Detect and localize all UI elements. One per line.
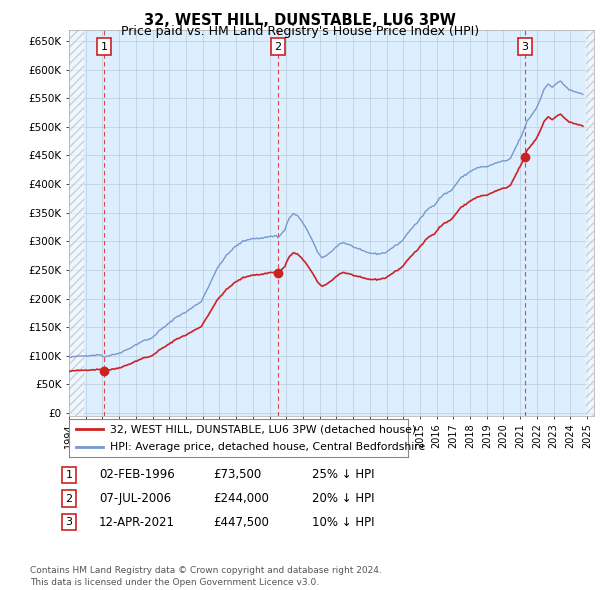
Text: 3: 3 [65,517,73,527]
Text: 12-APR-2021: 12-APR-2021 [99,516,175,529]
Text: 02-FEB-1996: 02-FEB-1996 [99,468,175,481]
Text: Price paid vs. HM Land Registry's House Price Index (HPI): Price paid vs. HM Land Registry's House … [121,25,479,38]
Text: 2: 2 [275,42,281,52]
Text: 25% ↓ HPI: 25% ↓ HPI [312,468,374,481]
Text: 3: 3 [521,42,529,52]
Text: £244,000: £244,000 [213,492,269,505]
Text: 20% ↓ HPI: 20% ↓ HPI [312,492,374,505]
Text: HPI: Average price, detached house, Central Bedfordshire: HPI: Average price, detached house, Cent… [110,442,425,452]
Text: 1: 1 [65,470,73,480]
Text: Contains HM Land Registry data © Crown copyright and database right 2024.
This d: Contains HM Land Registry data © Crown c… [30,566,382,587]
Bar [69,30,84,416]
Text: 32, WEST HILL, DUNSTABLE, LU6 3PW: 32, WEST HILL, DUNSTABLE, LU6 3PW [144,13,456,28]
Bar [586,30,594,416]
Text: 10% ↓ HPI: 10% ↓ HPI [312,516,374,529]
Text: £447,500: £447,500 [213,516,269,529]
Text: 2: 2 [65,494,73,503]
Text: 07-JUL-2006: 07-JUL-2006 [99,492,171,505]
Text: 1: 1 [100,42,107,52]
Text: 32, WEST HILL, DUNSTABLE, LU6 3PW (detached house): 32, WEST HILL, DUNSTABLE, LU6 3PW (detac… [110,424,416,434]
Text: £73,500: £73,500 [213,468,261,481]
